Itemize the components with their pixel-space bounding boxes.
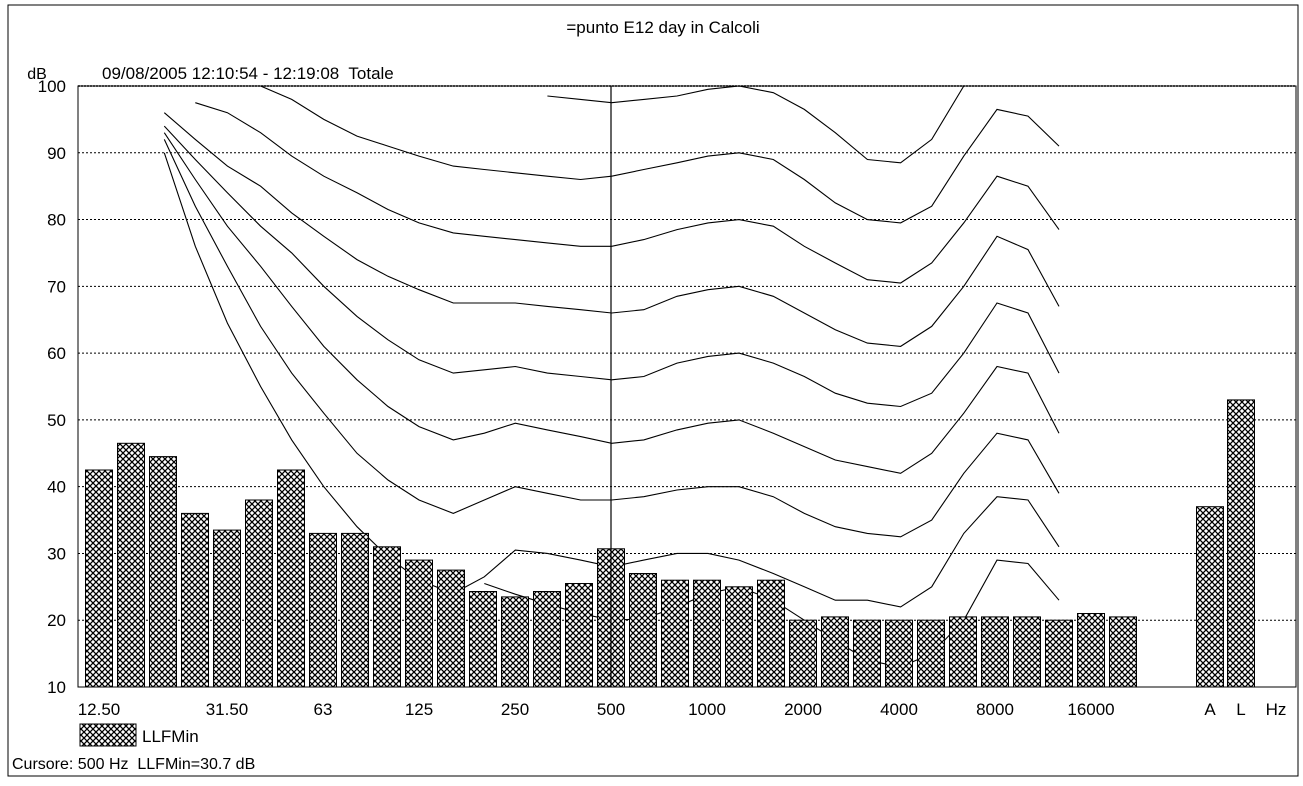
y-tick-label: 50	[47, 411, 66, 430]
x-tick-label: 8000	[976, 700, 1014, 719]
bar	[853, 619, 881, 688]
chart-subtitle: 09/08/2005 12:10:54 - 12:19:08 Totale	[102, 64, 394, 83]
y-tick-label: 10	[47, 678, 66, 697]
bar	[149, 456, 177, 688]
bar	[469, 591, 497, 688]
isophon-curve	[163, 139, 1060, 538]
y-tick-label: 100	[38, 77, 66, 96]
bar	[1196, 506, 1224, 688]
y-tick-label: 30	[47, 544, 66, 563]
x-tick-label: L	[1236, 700, 1245, 719]
legend-label: LLFMin	[142, 727, 199, 746]
isophon-curve	[260, 86, 1060, 224]
bar	[277, 469, 305, 688]
isophon-curves	[163, 86, 1060, 668]
isophon-curve	[195, 102, 1060, 284]
bar	[405, 559, 433, 688]
bar	[213, 529, 241, 688]
bar	[85, 469, 113, 688]
x-tick-label: 2000	[784, 700, 822, 719]
bar	[725, 586, 753, 688]
y-tick-label: 80	[47, 211, 66, 230]
bar	[1109, 616, 1137, 688]
bar	[885, 619, 913, 688]
y-tick-label: 90	[47, 144, 66, 163]
bar	[181, 512, 209, 688]
x-tick-labels: 12.50 31.50 63 125 250 500 1000 2000 4000 8000 160…	[78, 700, 1246, 719]
bar	[533, 591, 561, 688]
chart-title: =punto E12 day in Calcoli	[566, 18, 759, 37]
x-tick-label: 63	[314, 700, 333, 719]
bar	[821, 616, 849, 688]
y-tick-label: 20	[47, 611, 66, 630]
x-tick-label: 16000	[1067, 700, 1114, 719]
isophon-curve	[163, 112, 1060, 347]
bar	[629, 573, 657, 688]
x-tick-label: 125	[405, 700, 433, 719]
bar	[661, 579, 689, 688]
bar	[245, 499, 273, 688]
y-axis-label: dB	[27, 66, 47, 83]
isophon-curve	[163, 125, 1060, 408]
bar	[501, 596, 529, 688]
isophon-curve	[163, 132, 1060, 474]
bar	[1077, 613, 1105, 688]
x-tick-label: 31.50	[206, 700, 249, 719]
outer-border	[7, 4, 1299, 777]
y-tick-label: 40	[47, 478, 66, 497]
x-tick-label: 500	[597, 700, 625, 719]
bar	[1045, 619, 1073, 688]
bar	[117, 442, 145, 688]
bar	[757, 579, 785, 688]
x-tick-label: 1000	[688, 700, 726, 719]
x-tick-label: A	[1204, 700, 1216, 719]
bar	[373, 546, 401, 688]
legend-swatch	[79, 723, 137, 747]
y-tick-labels: 10 20 30 40 50 60 70 80 90 100	[38, 77, 66, 697]
y-tick-label: 60	[47, 344, 66, 363]
bar	[341, 532, 369, 688]
bars	[85, 399, 1255, 688]
bar	[1227, 399, 1255, 688]
bar	[789, 619, 817, 688]
bar	[693, 579, 721, 688]
bar	[981, 616, 1009, 688]
bar	[917, 619, 945, 688]
bar	[437, 569, 465, 688]
x-axis-unit-label: Hz	[1266, 700, 1287, 719]
x-tick-label: 12.50	[78, 700, 121, 719]
x-tick-label: 4000	[880, 700, 918, 719]
y-tick-label: 70	[47, 277, 66, 296]
bar	[309, 532, 337, 688]
x-tick-label: 250	[501, 700, 529, 719]
cursor-status: Cursore: 500 Hz LLFMin=30.7 dB	[12, 756, 255, 773]
isophon-curve	[547, 86, 1059, 164]
bar	[949, 616, 977, 688]
bar	[565, 583, 593, 688]
bar	[1013, 616, 1041, 688]
